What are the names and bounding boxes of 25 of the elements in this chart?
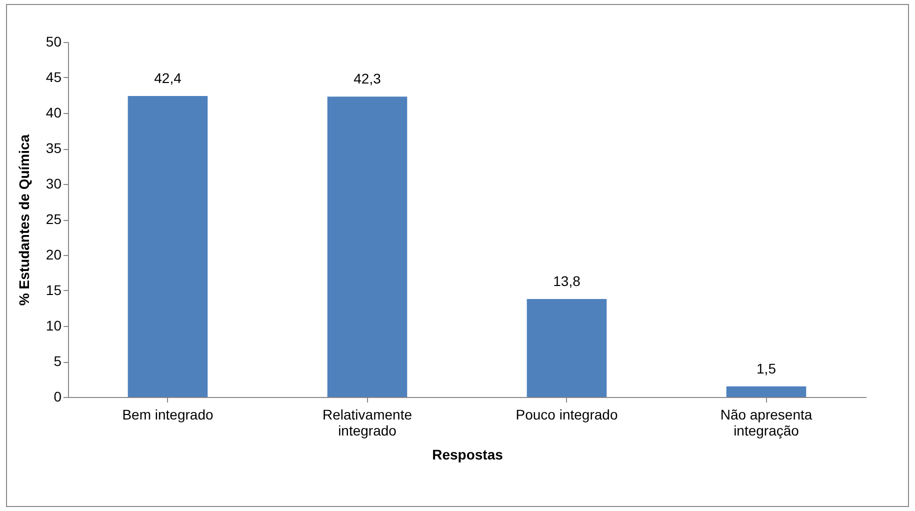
y-tick-label: 45 bbox=[46, 69, 62, 85]
x-axis-title: Respostas bbox=[432, 446, 504, 462]
y-tick-label: 50 bbox=[46, 34, 62, 50]
y-tick-label: 10 bbox=[46, 318, 62, 334]
y-axis-title: % Estudantes de Química bbox=[16, 134, 32, 306]
x-tick-label: Pouco integrado bbox=[516, 406, 618, 422]
y-tick-label: 0 bbox=[54, 388, 62, 404]
y-tick-label: 40 bbox=[46, 104, 62, 120]
data-label: 13,8 bbox=[553, 273, 581, 290]
data-label: 1,5 bbox=[756, 360, 776, 376]
y-tick-label: 20 bbox=[46, 246, 62, 262]
bar bbox=[128, 96, 208, 397]
y-tick-label: 5 bbox=[54, 353, 62, 369]
data-label: 42,4 bbox=[154, 70, 182, 86]
data-label: 42,3 bbox=[354, 70, 382, 87]
y-tick-label: 15 bbox=[46, 282, 62, 298]
x-tick-label: Bem integrado bbox=[122, 406, 214, 422]
x-tick-label: Relativamente integrado bbox=[322, 406, 412, 438]
y-tick-label: 30 bbox=[46, 176, 62, 192]
y-tick-label: 25 bbox=[46, 211, 62, 227]
bar bbox=[726, 386, 806, 397]
bar bbox=[526, 299, 607, 397]
y-tick-label: 35 bbox=[46, 140, 62, 156]
x-tick-label: Não apresenta integração bbox=[720, 406, 812, 438]
bar bbox=[327, 96, 408, 397]
